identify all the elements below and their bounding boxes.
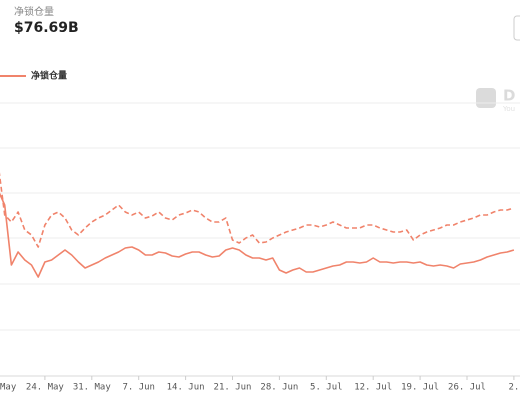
x-tick-label: 26. Jul bbox=[448, 383, 486, 393]
grid bbox=[0, 102, 520, 377]
header-value: $76.69B bbox=[14, 20, 79, 36]
watermark: D You bbox=[476, 87, 515, 113]
watermark-text: D bbox=[503, 87, 515, 105]
x-tick-label: 7. Jun bbox=[122, 383, 155, 393]
watermark-sub: You bbox=[502, 105, 515, 113]
x-tick-label: 24. May bbox=[26, 383, 65, 393]
x-tick-label: 12. Jul bbox=[354, 383, 392, 393]
plot: May 24. May 31. May 7. Jun 14. Jun 21. Jun 28.… bbox=[0, 172, 519, 393]
x-tick-label: 21. Jun bbox=[214, 383, 252, 393]
x-tick-label: May bbox=[0, 383, 17, 393]
x-tick-label: 19. Jul bbox=[401, 383, 439, 393]
x-tick-label: 5. Jul bbox=[310, 383, 343, 393]
series-line bbox=[0, 192, 515, 278]
menu-button[interactable] bbox=[513, 15, 520, 41]
legend[interactable]: 净锁仓量 bbox=[0, 70, 67, 82]
legend-label: 净锁仓量 bbox=[31, 70, 67, 82]
series-line bbox=[0, 172, 515, 248]
x-tick-label: 28. Jun bbox=[260, 383, 298, 393]
x-tick-label: 31. May bbox=[73, 383, 112, 393]
x-tick-label: 2. bbox=[508, 383, 519, 393]
header-label: 净锁仓量 bbox=[14, 5, 54, 18]
x-tick-label: 14. Jun bbox=[167, 383, 205, 393]
watermark-logo bbox=[476, 88, 496, 108]
